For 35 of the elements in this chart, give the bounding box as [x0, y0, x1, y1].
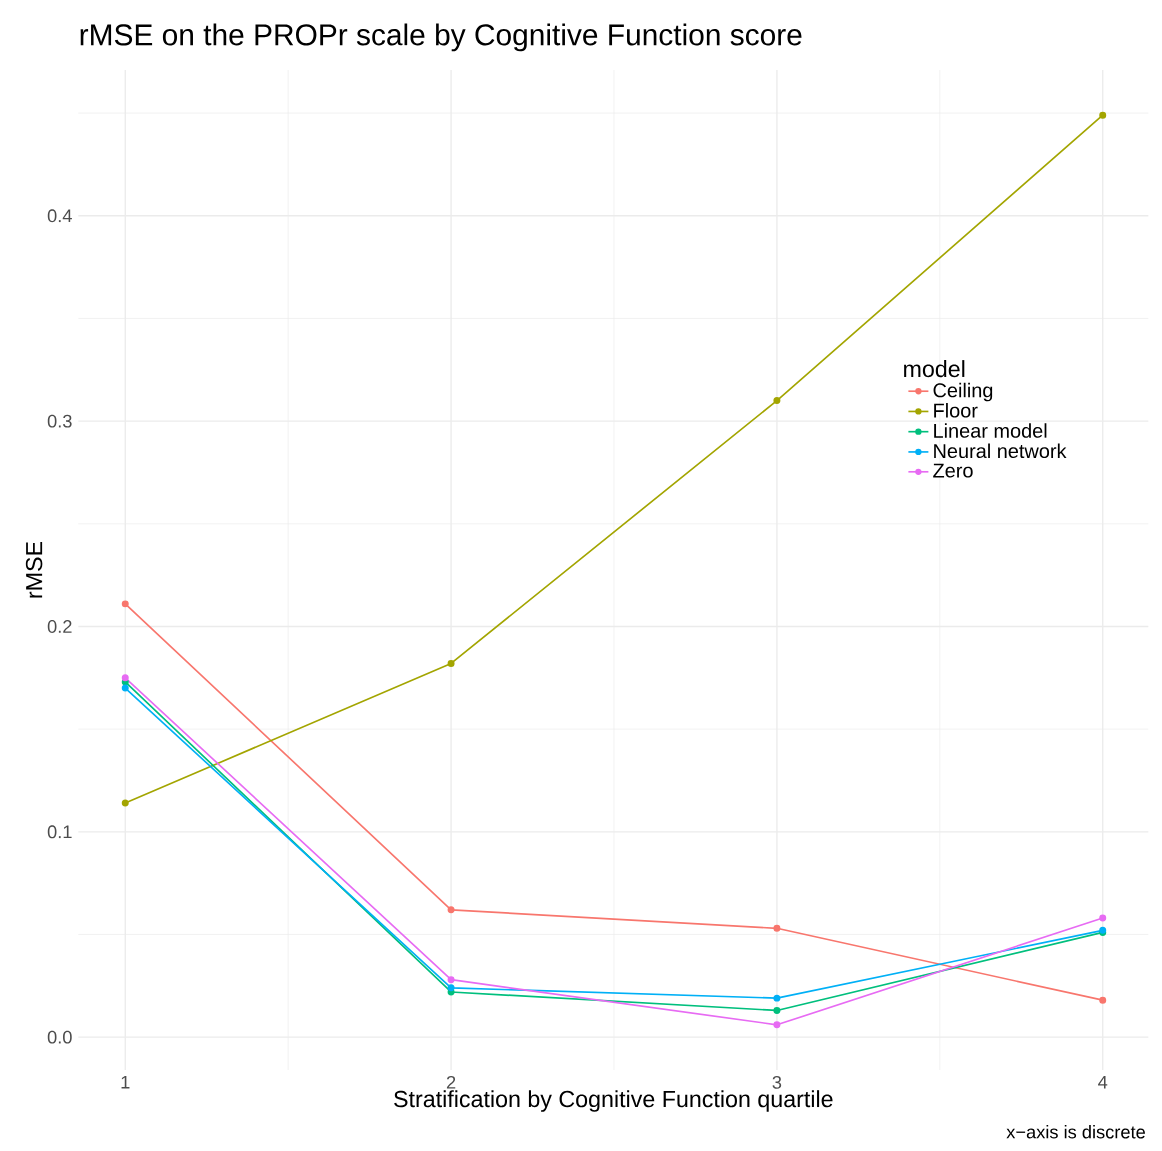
text: x−axis is discrete: [1006, 1125, 1145, 1139]
point: [121, 600, 129, 608]
point: [1099, 996, 1107, 1004]
y-tick-label: 0.2: [47, 620, 72, 633]
chart-title: rMSE on the PROPr scale by Cognitive Function score: [80, 23, 802, 52]
point: [447, 906, 455, 914]
point: [1099, 914, 1107, 922]
point: [121, 799, 129, 807]
point: [773, 994, 781, 1002]
x-tick-label: 4: [1098, 1075, 1108, 1089]
x-axis-title: Stratification by Cognitive Function quartile: [394, 1090, 833, 1112]
point: [773, 1006, 781, 1014]
legend-label: Linear model: [934, 423, 1047, 438]
x-tick-label: 3: [772, 1075, 782, 1089]
y-tick-label: 0.3: [47, 414, 72, 428]
y-tick-label: 0.1: [47, 825, 72, 839]
y-tick-label: 0.0: [47, 1030, 72, 1044]
point: [773, 924, 781, 932]
point: [121, 684, 129, 692]
x-tick-label: 1: [121, 1075, 130, 1089]
legend-label: Zero: [933, 463, 973, 478]
point: [773, 397, 781, 405]
legend-title: model: [904, 360, 965, 378]
point: [121, 674, 129, 682]
y-tick-label: 0.4: [47, 209, 72, 223]
x-tick-label: 2: [446, 1075, 456, 1089]
point: [1099, 111, 1107, 119]
point: [447, 984, 455, 992]
y-axis-title: rMSE: [25, 541, 43, 598]
legend-label: Ceiling: [933, 382, 993, 402]
legend-label: Floor: [934, 403, 978, 418]
point: [773, 1021, 781, 1029]
legend-label: Neural network: [934, 443, 1067, 459]
point: [447, 659, 455, 667]
point: [447, 976, 455, 984]
